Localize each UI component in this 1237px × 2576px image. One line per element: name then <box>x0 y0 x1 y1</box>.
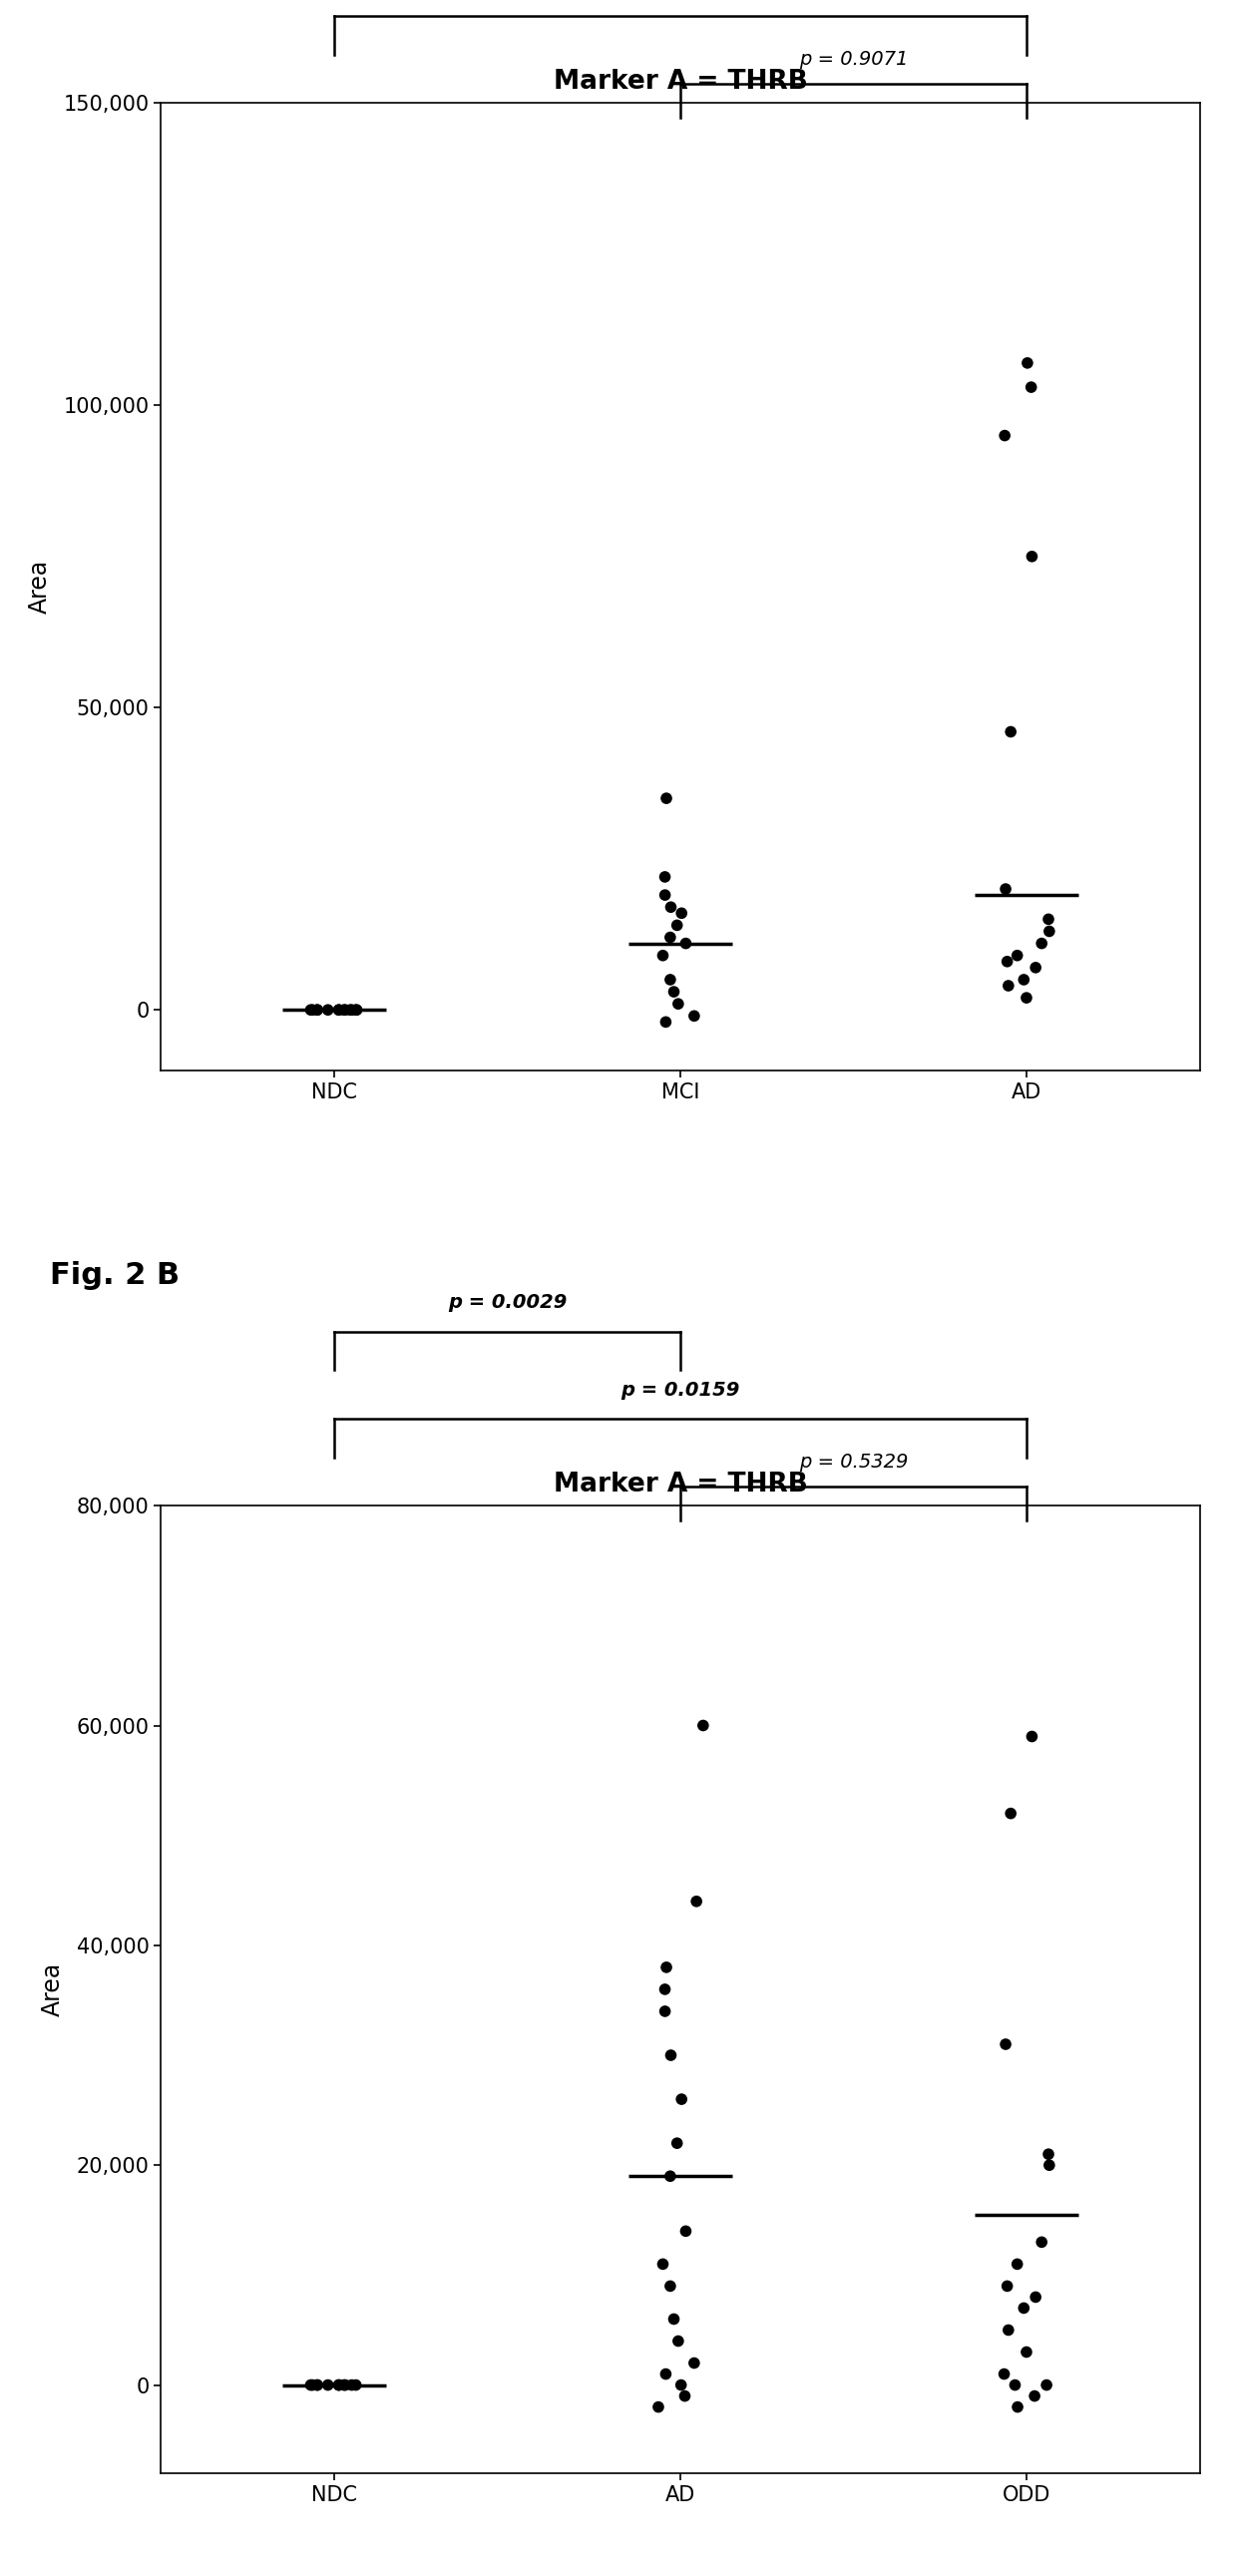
Point <box>675 922 695 963</box>
Text: Fig. 2 B: Fig. 2 B <box>49 1260 179 1291</box>
Text: p = 0.0029: p = 0.0029 <box>448 1293 567 1311</box>
Point <box>1025 948 1045 989</box>
Point <box>308 2365 328 2406</box>
Point <box>657 778 677 819</box>
Point <box>656 1968 675 2009</box>
Point <box>1032 2221 1051 2262</box>
Point <box>1032 922 1051 963</box>
Point <box>656 855 675 896</box>
Point <box>687 1880 706 1922</box>
Point <box>308 989 328 1030</box>
Point <box>318 2365 338 2406</box>
Point <box>684 2342 704 2383</box>
Point <box>346 989 366 1030</box>
Point <box>1008 2385 1028 2427</box>
Point <box>329 2365 349 2406</box>
Point <box>1025 2277 1045 2318</box>
Point <box>303 989 323 1030</box>
Point <box>661 2264 680 2306</box>
Point <box>661 2035 680 2076</box>
Point <box>1039 2146 1059 2187</box>
Point <box>664 971 684 1012</box>
Point <box>334 2365 354 2406</box>
Point <box>341 2365 361 2406</box>
Point <box>672 2079 691 2120</box>
Point <box>335 2365 355 2406</box>
Point <box>1001 711 1021 752</box>
Point <box>661 917 680 958</box>
Point <box>340 989 360 1030</box>
Point <box>996 868 1016 909</box>
Point <box>668 984 688 1025</box>
Point <box>996 2025 1016 2066</box>
Point <box>1037 2365 1056 2406</box>
Point <box>1018 343 1038 384</box>
Point <box>1022 366 1042 407</box>
Point <box>998 966 1018 1007</box>
Point <box>667 2123 687 2164</box>
Point <box>1022 1716 1042 1757</box>
Point <box>1017 976 1037 1018</box>
Point <box>668 2321 688 2362</box>
Point <box>661 958 680 999</box>
Point <box>1014 958 1034 999</box>
Point <box>667 904 687 945</box>
Point <box>656 2354 675 2396</box>
Point <box>1024 2375 1044 2416</box>
Point <box>1017 2331 1037 2372</box>
Point <box>661 2156 680 2197</box>
Point <box>998 2311 1018 2352</box>
Point <box>997 940 1017 981</box>
Y-axis label: Area: Area <box>28 559 52 613</box>
Point <box>329 989 349 1030</box>
Point <box>648 2385 668 2427</box>
Point <box>672 2365 691 2406</box>
Point <box>693 1705 713 1747</box>
Point <box>1007 935 1027 976</box>
Text: p = 0.9071: p = 0.9071 <box>799 49 908 70</box>
Point <box>318 989 338 1030</box>
Point <box>675 2210 695 2251</box>
Point <box>664 2298 684 2339</box>
Point <box>1007 2244 1027 2285</box>
Point <box>341 989 361 1030</box>
Text: p = 0.0159: p = 0.0159 <box>621 1381 740 1399</box>
Y-axis label: Area: Area <box>41 1963 66 2017</box>
Point <box>346 989 366 1030</box>
Text: p = 0.5329: p = 0.5329 <box>799 1453 908 1471</box>
Point <box>672 891 691 933</box>
Point <box>335 989 355 1030</box>
Point <box>653 2244 673 2285</box>
Point <box>684 994 704 1036</box>
Point <box>656 1002 675 1043</box>
Point <box>1039 912 1059 953</box>
Point <box>1039 2133 1059 2174</box>
Point <box>1039 899 1059 940</box>
Point <box>995 415 1014 456</box>
Point <box>1001 1793 1021 1834</box>
Point <box>656 873 675 914</box>
Point <box>656 1991 675 2032</box>
Point <box>675 2375 695 2416</box>
Point <box>308 2365 328 2406</box>
Point <box>657 1947 677 1989</box>
Point <box>995 2354 1014 2396</box>
Point <box>661 886 680 927</box>
Point <box>329 2365 349 2406</box>
Point <box>346 2365 366 2406</box>
Point <box>301 989 320 1030</box>
Point <box>997 2264 1017 2306</box>
Point <box>1014 2287 1034 2329</box>
Point <box>653 935 673 976</box>
Point <box>1006 2365 1025 2406</box>
Point <box>334 989 354 1030</box>
Point <box>1022 536 1042 577</box>
Point <box>308 989 328 1030</box>
Title: Marker A = THRB: Marker A = THRB <box>553 1471 808 1497</box>
Point <box>301 2365 320 2406</box>
Point <box>329 989 349 1030</box>
Point <box>303 2365 323 2406</box>
Title: Marker A = THRB: Marker A = THRB <box>553 70 808 95</box>
